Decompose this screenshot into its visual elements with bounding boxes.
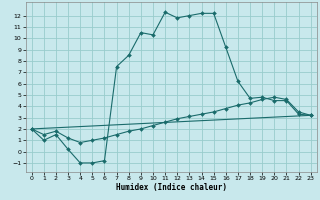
X-axis label: Humidex (Indice chaleur): Humidex (Indice chaleur) [116,183,227,192]
